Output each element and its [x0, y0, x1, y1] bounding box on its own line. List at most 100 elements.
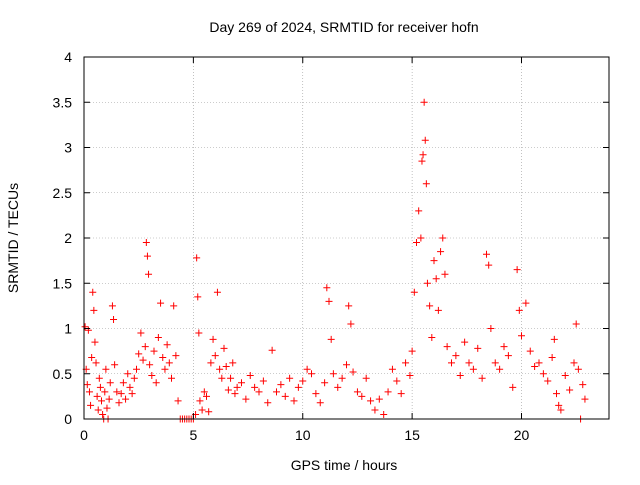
data-point [110, 315, 118, 323]
data-point [87, 401, 95, 409]
data-point [321, 379, 329, 387]
data-point [432, 275, 440, 283]
data-point [513, 266, 521, 274]
data-point [345, 302, 353, 310]
data-point [103, 404, 111, 412]
data-point [233, 383, 241, 391]
x-tick-label: 0 [80, 427, 88, 443]
data-point [461, 338, 469, 346]
data-point [98, 397, 105, 405]
data-point [393, 377, 401, 385]
x-axis-label: GPS time / hours [291, 457, 398, 473]
data-point [207, 359, 215, 367]
data-point [209, 335, 217, 343]
data-point [268, 346, 276, 354]
data-point [102, 365, 110, 373]
data-point [126, 383, 134, 391]
data-point [491, 359, 499, 367]
data-point [347, 320, 355, 328]
data-point [406, 372, 414, 380]
data-point [371, 406, 379, 414]
data-point [456, 372, 464, 380]
data-point [242, 395, 250, 403]
data-point [213, 288, 221, 296]
data-point [531, 363, 539, 371]
data-point [338, 374, 346, 382]
data-point [327, 335, 335, 343]
data-point [99, 410, 107, 418]
data-point [145, 270, 153, 278]
data-point [426, 302, 434, 310]
data-point [196, 397, 204, 405]
data-point [553, 390, 560, 398]
data-point [117, 390, 125, 398]
data-point [329, 370, 337, 378]
data-point [522, 299, 530, 307]
data-point [113, 388, 121, 396]
data-point [500, 343, 508, 351]
data-point [423, 279, 431, 287]
grid [84, 57, 609, 419]
data-point [119, 379, 127, 387]
data-point [142, 239, 150, 247]
data-point [277, 381, 285, 389]
y-tick-label: 2 [64, 230, 72, 246]
data-point [308, 370, 315, 378]
data-point [388, 365, 396, 373]
y-tick-label: 2.5 [53, 185, 73, 201]
y-tick-label: 3 [64, 140, 72, 156]
x-tick-label: 5 [189, 427, 197, 443]
data-point [441, 270, 449, 278]
data-point [94, 406, 102, 414]
data-point [323, 284, 331, 292]
data-point [487, 325, 495, 332]
data-point [294, 383, 302, 391]
data-point [139, 356, 147, 364]
data-point [570, 359, 578, 367]
y-tick-label: 1.5 [53, 275, 73, 291]
data-point [375, 395, 383, 403]
x-tick-label: 20 [514, 427, 530, 443]
data-point [415, 207, 423, 215]
data-point [343, 361, 350, 369]
data-point [106, 379, 114, 387]
data-point [264, 399, 272, 407]
data-point [478, 374, 486, 382]
data-point [420, 98, 428, 106]
data-point [430, 257, 438, 265]
data-point [194, 293, 202, 301]
data-point [148, 372, 156, 380]
data-point [128, 390, 136, 398]
data-point [251, 383, 259, 391]
data-point [130, 374, 138, 382]
data-point [172, 352, 180, 360]
data-point [496, 365, 504, 373]
data-point [231, 390, 239, 398]
data-point [579, 381, 587, 389]
data-point [572, 320, 580, 328]
data-point [581, 395, 589, 403]
data-point [518, 332, 525, 340]
data-point [353, 388, 361, 396]
data-point [195, 329, 203, 337]
data-point [92, 359, 100, 367]
data-point [555, 401, 563, 409]
data-point [273, 388, 280, 396]
data-point [216, 365, 224, 373]
data-point [93, 392, 101, 400]
y-tick-label: 1 [64, 321, 72, 337]
data-point [428, 334, 436, 342]
data-point [161, 365, 169, 373]
data-point [485, 261, 493, 269]
data-point [168, 374, 175, 382]
data-point [205, 408, 213, 416]
data-point [312, 390, 320, 398]
data-point [548, 353, 556, 361]
data-point [408, 347, 416, 355]
data-point [224, 386, 232, 394]
data-point [419, 151, 427, 159]
data-point [422, 180, 430, 188]
